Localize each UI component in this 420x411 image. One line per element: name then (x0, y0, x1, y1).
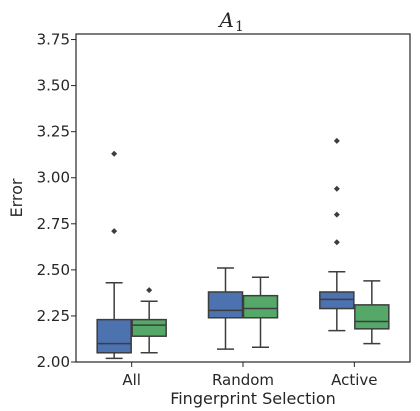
iqr-box (354, 304, 390, 330)
x-tick-label: All (122, 371, 141, 389)
y-axis-label: Error (7, 178, 26, 217)
y-tick-label: 3.75 (37, 31, 70, 49)
outlier-point (333, 185, 340, 192)
outlier-point (111, 150, 118, 157)
outlier-point (146, 287, 153, 294)
x-axis-ticks: All Random Active (122, 362, 378, 389)
iqr-box (96, 318, 132, 354)
box-random-series-1 (207, 267, 244, 350)
box-active-series-2 (354, 280, 390, 345)
x-tick-label: Random (212, 371, 274, 389)
iqr-box (207, 291, 244, 319)
iqr-box (319, 291, 355, 310)
outlier-point (111, 228, 118, 235)
plot-marks (96, 137, 390, 360)
y-tick-label: 3.25 (37, 123, 70, 141)
box-all-series-2 (131, 287, 167, 354)
y-tick-label: 2.50 (37, 261, 70, 279)
box-random-series-2 (242, 276, 279, 349)
chart-title-subscript: 1 (235, 19, 244, 35)
iqr-box (131, 318, 167, 337)
iqr-box (242, 294, 279, 319)
chart-title-text: A (218, 8, 234, 32)
y-tick-label: 2.25 (37, 307, 70, 325)
outlier-point (333, 239, 340, 246)
y-tick-label: 3.50 (37, 77, 70, 95)
y-axis-ticks: 2.00 2.25 2.50 2.75 3.00 3.25 3.50 3.75 (37, 31, 76, 371)
outlier-point (333, 211, 340, 218)
box-all-series-1 (96, 150, 132, 360)
y-tick-label: 2.75 (37, 215, 70, 233)
outlier-point (333, 137, 340, 144)
chart-title: A 1 (218, 8, 244, 35)
box-active-series-1 (319, 137, 355, 332)
y-tick-label: 2.00 (37, 353, 70, 371)
x-tick-label: Active (331, 371, 377, 389)
x-axis-label: Fingerprint Selection (170, 389, 336, 408)
y-tick-label: 3.00 (37, 169, 70, 187)
